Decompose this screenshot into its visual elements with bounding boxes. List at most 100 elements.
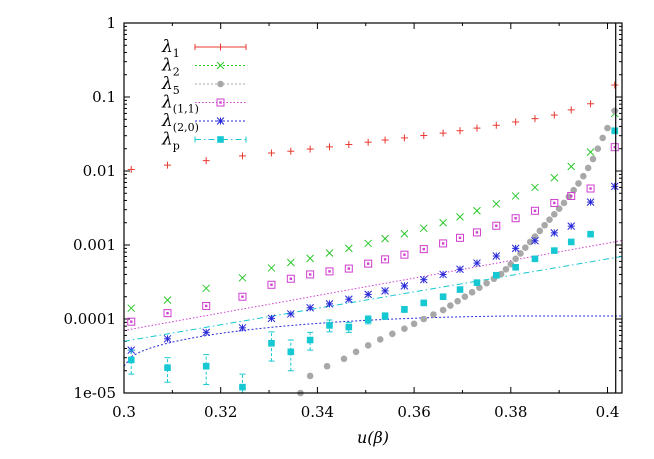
y-tick-label: 0.01	[83, 162, 116, 180]
data-point	[567, 162, 576, 171]
data-point	[127, 317, 136, 326]
data-point	[127, 304, 136, 313]
x-tick-label: 0.32	[204, 403, 237, 421]
data-point	[584, 164, 592, 172]
data-point	[550, 228, 559, 237]
data-point	[604, 124, 611, 132]
data-point	[286, 274, 295, 283]
x-tick-label: 0.38	[494, 403, 527, 421]
error-bar	[268, 331, 275, 362]
legend-label-sub: 2	[173, 66, 180, 79]
y-tick-label: 0.0001	[64, 310, 117, 328]
data-point	[473, 124, 481, 132]
data-point	[586, 198, 595, 206]
data-point	[364, 259, 373, 268]
data-point	[420, 315, 428, 323]
data-point	[551, 247, 558, 254]
data-point	[364, 290, 373, 299]
data-points	[127, 81, 619, 397]
data-point	[381, 255, 390, 264]
data-point	[468, 288, 476, 296]
data-point	[586, 148, 595, 156]
data-point	[163, 309, 172, 318]
data-point	[555, 205, 563, 212]
legend-label-sub: 1	[173, 47, 180, 60]
data-point	[473, 206, 481, 215]
data-point	[587, 230, 594, 238]
data-point	[439, 129, 447, 137]
data-point	[306, 372, 314, 380]
legend-entry-l1: λ1	[161, 37, 247, 60]
data-point	[526, 238, 534, 246]
data-point	[267, 264, 276, 272]
data-point	[550, 111, 558, 119]
data-point	[267, 149, 275, 157]
legend-entry-l20: λ(2,0)	[161, 111, 246, 134]
legend-label: λp	[161, 130, 180, 153]
data-point	[238, 273, 247, 282]
fit-line-l11	[123, 240, 623, 331]
data-point	[400, 250, 409, 259]
data-point	[420, 131, 428, 139]
data-point	[364, 342, 372, 349]
data-point	[238, 323, 247, 332]
legend-label-sub: 5	[173, 84, 180, 97]
data-point	[364, 239, 373, 248]
legend-label-base: λ	[161, 130, 173, 150]
data-point	[456, 286, 464, 293]
data-point	[376, 336, 384, 343]
data-point	[439, 239, 448, 248]
data-point	[202, 284, 211, 293]
data-point	[570, 186, 577, 194]
data-point	[306, 270, 315, 279]
data-point	[560, 199, 568, 207]
data-point	[352, 348, 360, 356]
data-point	[587, 100, 595, 108]
y-tick-label: 1e-05	[73, 384, 116, 402]
data-point	[512, 118, 520, 126]
data-point	[541, 221, 548, 229]
data-point	[476, 284, 483, 291]
data-point	[202, 301, 211, 310]
data-point	[472, 228, 481, 237]
data-point	[567, 191, 576, 200]
legend-entry-lp: λp	[161, 130, 247, 153]
data-point	[389, 330, 396, 338]
data-point	[400, 229, 409, 238]
legend-marker	[216, 117, 225, 125]
legend-marker	[217, 43, 224, 51]
data-point	[268, 339, 275, 347]
data-point	[286, 310, 295, 318]
series-l1	[127, 81, 619, 173]
data-point	[381, 136, 389, 144]
legend-label-base: λ	[161, 37, 173, 57]
data-point	[325, 300, 334, 308]
x-tick-label: 0.3	[112, 403, 136, 421]
data-point	[611, 107, 619, 115]
data-point	[531, 183, 539, 192]
data-point	[586, 184, 595, 193]
fit-line-lp	[123, 255, 623, 342]
data-point	[456, 233, 465, 242]
data-point	[430, 311, 437, 318]
y-tick-label: 1	[106, 14, 116, 32]
data-point	[325, 267, 334, 276]
error-bar	[345, 321, 352, 333]
data-point	[439, 306, 447, 314]
data-point	[401, 325, 408, 332]
legend-marker	[216, 98, 225, 107]
data-point	[401, 306, 408, 313]
data-point	[439, 293, 447, 301]
data-point	[381, 312, 389, 320]
data-point	[456, 127, 464, 135]
data-point	[344, 295, 353, 304]
error-bar	[307, 331, 314, 351]
data-point	[567, 222, 576, 230]
data-point	[381, 234, 389, 243]
data-point	[536, 227, 544, 235]
data-point	[419, 275, 428, 284]
data-point	[492, 121, 500, 129]
legend-label-base: λ	[161, 93, 173, 113]
legend-marker	[216, 61, 225, 70]
